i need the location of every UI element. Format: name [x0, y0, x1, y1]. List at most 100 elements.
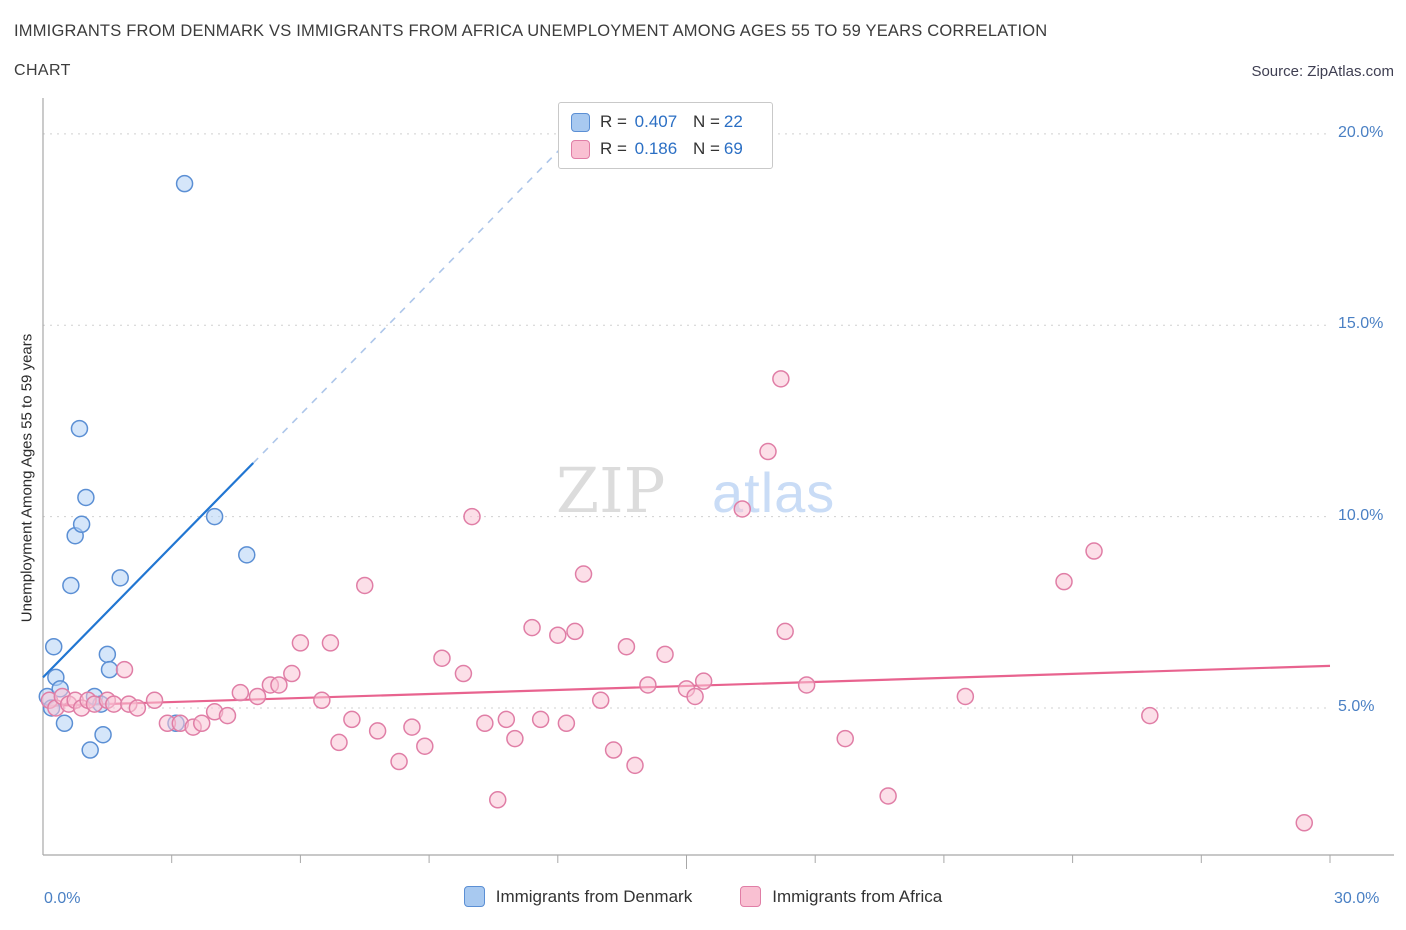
n-value-denmark: 22	[723, 112, 743, 131]
africa-swatch-icon	[740, 886, 762, 907]
denmark-point[interactable]	[44, 637, 63, 656]
denmark-point[interactable]	[72, 515, 91, 534]
denmark-point[interactable]	[77, 488, 95, 507]
africa-point[interactable]	[283, 664, 301, 683]
n-label: N =	[692, 139, 720, 158]
source-credit: Source: ZipAtlas.com	[1251, 63, 1394, 80]
africa-point[interactable]	[128, 699, 147, 717]
denmark-point[interactable]	[62, 576, 80, 595]
africa-point[interactable]	[248, 687, 267, 706]
y-tick-label-10: 10.0%	[1338, 507, 1384, 524]
denmark-point[interactable]	[55, 714, 74, 733]
africa-point[interactable]	[356, 576, 374, 595]
africa-point[interactable]	[617, 637, 636, 656]
africa-point[interactable]	[772, 370, 790, 388]
denmark-point[interactable]	[238, 546, 256, 564]
africa-point[interactable]	[523, 618, 541, 637]
x-tick-label-30: 30.0%	[1334, 890, 1380, 907]
africa-point[interactable]	[557, 714, 576, 733]
africa-point[interactable]	[879, 787, 897, 805]
africa-point[interactable]	[1141, 706, 1159, 725]
africa-point[interactable]	[626, 756, 644, 775]
africa-point[interactable]	[733, 500, 752, 518]
africa-point[interactable]	[836, 729, 854, 748]
africa-point[interactable]	[956, 687, 975, 706]
r-label: R =	[600, 139, 627, 158]
page-title: IMMIGRANTS FROM DENMARK VS IMMIGRANTS FR…	[14, 22, 1048, 40]
africa-point[interactable]	[145, 691, 164, 710]
denmark-point[interactable]	[98, 645, 117, 664]
r-label: R =	[600, 112, 627, 131]
denmark-swatch-icon	[463, 886, 485, 907]
africa-point[interactable]	[591, 691, 610, 710]
trendline-dashed-extension	[252, 133, 576, 464]
africa-point[interactable]	[1295, 814, 1314, 832]
africa-point[interactable]	[797, 676, 816, 694]
denmark-point[interactable]	[175, 174, 194, 193]
africa-point[interactable]	[639, 676, 657, 694]
denmark-point[interactable]	[70, 419, 89, 438]
africa-point[interactable]	[390, 752, 408, 771]
africa-point[interactable]	[694, 672, 713, 690]
watermark-zip: ZIP	[556, 454, 665, 527]
africa-point[interactable]	[433, 649, 451, 667]
africa-point[interactable]	[497, 710, 516, 729]
denmark-swatch-icon	[571, 112, 590, 132]
denmark-point[interactable]	[111, 569, 129, 587]
africa-point[interactable]	[291, 634, 310, 652]
africa-point[interactable]	[403, 718, 421, 736]
trendline-denmark	[42, 462, 254, 679]
africa-point[interactable]	[368, 722, 387, 740]
africa-point[interactable]	[574, 565, 593, 583]
denmark-point[interactable]	[100, 660, 119, 679]
stats-row-denmark: R = 0.407 N = 22	[571, 112, 758, 132]
africa-point[interactable]	[231, 683, 250, 702]
africa-point[interactable]	[115, 660, 134, 679]
n-value-africa: 69	[723, 139, 743, 158]
africa-point[interactable]	[321, 634, 340, 652]
stats-row-africa: R = 0.186 N = 69	[571, 139, 758, 159]
africa-point[interactable]	[604, 741, 623, 759]
r-value-africa: 0.186	[634, 139, 678, 158]
africa-point[interactable]	[566, 622, 584, 641]
africa-point[interactable]	[488, 791, 507, 809]
legend-label-africa: Immigrants from Africa	[772, 886, 943, 906]
africa-point[interactable]	[476, 714, 494, 733]
africa-point[interactable]	[454, 664, 473, 683]
y-tick-label-5: 5.0%	[1338, 698, 1375, 715]
chart-legend: Immigrants from Denmark Immigrants from …	[0, 886, 1406, 907]
africa-point[interactable]	[330, 733, 348, 752]
legend-label-denmark: Immigrants from Denmark	[495, 886, 693, 906]
africa-point[interactable]	[776, 622, 794, 641]
africa-point[interactable]	[759, 442, 777, 461]
legend-item-africa[interactable]: Immigrants from Africa	[740, 886, 942, 907]
africa-point[interactable]	[686, 687, 704, 706]
africa-point[interactable]	[105, 695, 123, 713]
correlation-stats-box: R = 0.407 N = 22 R = 0.186 N = 69	[558, 102, 773, 169]
denmark-point[interactable]	[81, 741, 99, 759]
n-label: N =	[692, 112, 720, 131]
africa-point[interactable]	[218, 706, 237, 725]
africa-point[interactable]	[343, 710, 361, 729]
africa-point[interactable]	[1085, 542, 1103, 560]
y-tick-label-15: 15.0%	[1338, 315, 1384, 332]
africa-point[interactable]	[192, 714, 211, 733]
denmark-point[interactable]	[205, 507, 224, 526]
africa-point[interactable]	[416, 737, 434, 755]
africa-point[interactable]	[656, 645, 674, 664]
legend-item-denmark[interactable]: Immigrants from Denmark	[463, 886, 693, 907]
africa-point[interactable]	[463, 507, 481, 526]
x-tick-label-0: 0.0%	[44, 890, 81, 907]
africa-point[interactable]	[531, 710, 550, 729]
y-tick-label-20: 20.0%	[1338, 124, 1384, 141]
africa-swatch-icon	[571, 139, 590, 159]
africa-point[interactable]	[549, 626, 567, 644]
africa-point[interactable]	[270, 676, 288, 694]
denmark-point[interactable]	[94, 725, 112, 744]
africa-point[interactable]	[1055, 572, 1073, 591]
africa-point[interactable]	[506, 729, 524, 748]
watermark-atlas: atlas	[712, 461, 835, 524]
page-subtitle: CHART	[14, 62, 71, 79]
africa-point[interactable]	[313, 691, 331, 710]
